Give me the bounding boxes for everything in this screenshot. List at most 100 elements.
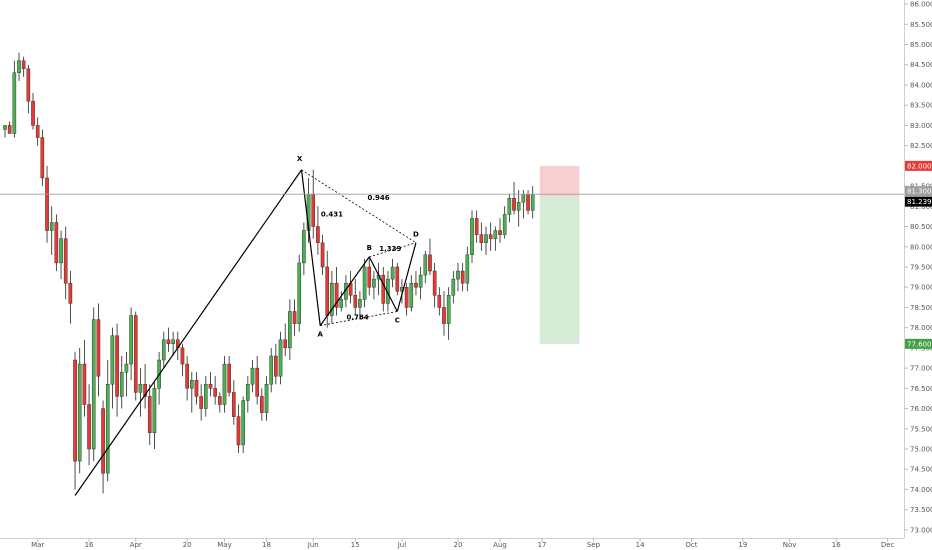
candle: [115, 323, 119, 417]
candle: [507, 194, 512, 223]
candle-body-up: [484, 234, 488, 243]
candle-body-up: [222, 363, 227, 405]
candle: [423, 250, 428, 284]
candle-body-up: [124, 363, 129, 373]
candle: [68, 271, 73, 324]
candle-body-up: [171, 339, 175, 345]
candle-body-down: [255, 367, 259, 397]
candle-body-up: [110, 335, 115, 385]
candle: [274, 343, 278, 385]
pattern-leg-xa: [300, 169, 321, 326]
candle: [31, 93, 35, 130]
last-price-tag-text: 81.239: [907, 198, 932, 206]
price-axis: 73.000 73.500 74.000 74.500 75.000 75.500 76.0…: [904, 1, 932, 534]
candle: [358, 291, 362, 320]
candle: [133, 311, 138, 401]
candle: [3, 125, 7, 138]
candle: [73, 351, 77, 490]
candle: [208, 372, 213, 397]
fib-ratio-label: 1.339: [379, 245, 401, 253]
candle: [292, 299, 297, 336]
candle-body-down: [7, 125, 12, 134]
take-profit-zone: [539, 196, 580, 344]
price-tick-label: 84.500: [910, 61, 932, 69]
candle: [446, 287, 451, 340]
candle-body-up: [105, 384, 110, 474]
candle-body-up: [502, 214, 507, 235]
candle: [428, 238, 432, 276]
candle: [189, 372, 194, 413]
candle: [484, 226, 488, 255]
candle: [63, 226, 68, 300]
candle: [264, 376, 269, 421]
price-tick-label: 80.500: [910, 223, 932, 231]
candle-body-down: [320, 242, 325, 268]
price-tick-label: 86.000: [910, 1, 932, 9]
candle: [54, 214, 59, 272]
pattern-point-label: B: [367, 244, 372, 252]
candle: [418, 266, 423, 300]
candle: [362, 258, 367, 308]
candle-body-down: [292, 311, 297, 324]
candle-body-up: [77, 363, 82, 462]
candle: [330, 271, 334, 324]
candle: [283, 323, 288, 356]
candle-body-up: [241, 400, 245, 446]
time-axis: Mar 16 Apr 20 May 18 Jun 15 Jul 20 Aug 17 Sep 14 Oct 19…: [31, 538, 895, 549]
candle-body-up: [390, 266, 395, 280]
candle-body-up: [530, 193, 535, 211]
candle: [479, 222, 484, 251]
candle: [395, 262, 400, 296]
target-price-tag-text: 77.600: [907, 340, 932, 348]
candle-body-down: [180, 347, 185, 365]
candle-body-up: [418, 274, 423, 288]
candle: [451, 271, 456, 304]
candle: [320, 234, 325, 276]
candle-body-down: [428, 254, 432, 272]
candle: [218, 392, 222, 413]
candle-body-up: [507, 198, 512, 215]
time-tick-label: 20: [454, 541, 463, 549]
candle: [236, 404, 241, 454]
candle: [124, 351, 129, 397]
time-tick-label: Oct: [685, 541, 697, 549]
candle: [390, 258, 395, 288]
candle-body-down: [208, 384, 213, 389]
harmonic-pattern: X A B C D 0.431 0.946 1.339 0.784: [74, 155, 419, 496]
time-tick-label: Sep: [587, 541, 601, 549]
candle: [334, 266, 339, 316]
candle-body-up: [269, 355, 273, 385]
candle-body-up: [330, 282, 334, 316]
candle: [460, 262, 465, 292]
time-tick-label: 16: [85, 541, 94, 549]
price-tick-label: 83.500: [910, 102, 932, 110]
candle-body-down: [432, 270, 437, 296]
candle: [432, 262, 437, 308]
candle-body-down: [395, 266, 400, 292]
candle: [110, 327, 115, 409]
candle: [7, 121, 12, 134]
candle: [250, 360, 255, 393]
candle-body-down: [404, 287, 409, 308]
candle-body-up: [49, 222, 54, 231]
candle: [246, 376, 250, 413]
candle: [353, 279, 358, 316]
time-tick-label: Jul: [397, 541, 407, 549]
candle-body-up: [288, 311, 292, 349]
candle: [199, 384, 203, 421]
candle-body-down: [73, 359, 77, 462]
candle-body-down: [87, 404, 91, 450]
price-tick-label: 85.000: [910, 41, 932, 49]
candle-body-up: [521, 193, 526, 203]
candle-body-up: [129, 315, 133, 365]
candle-body-down: [479, 234, 484, 243]
candle-body-down: [96, 319, 101, 377]
candle-body-up: [339, 299, 344, 308]
candle: [516, 190, 521, 227]
candle: [437, 287, 442, 316]
candle-body-down: [40, 137, 45, 179]
candle-body-up: [12, 72, 17, 134]
candle-body-down: [283, 339, 288, 349]
time-tick-label: Mar: [31, 541, 44, 549]
